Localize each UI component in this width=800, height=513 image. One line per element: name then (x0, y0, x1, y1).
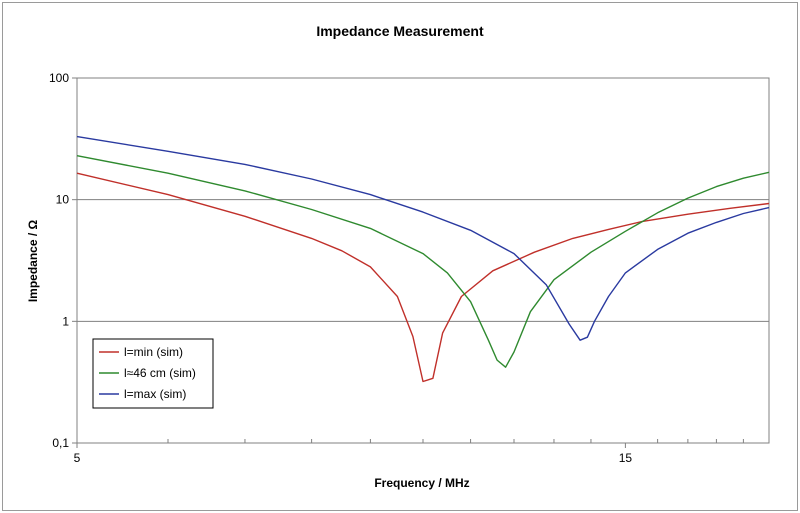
legend-label: l≈46 cm (sim) (124, 366, 196, 380)
x-axis-title: Frequency / MHz (374, 476, 469, 490)
legend: l=min (sim) l≈46 cm (sim) l=max (sim) (92, 338, 214, 409)
chart-title: Impedance Measurement (316, 23, 484, 39)
y-tick-label: 100 (49, 71, 69, 85)
impedance-chart: Impedance Measurement 100 10 1 0,1 5 15 Frequ… (26, 23, 770, 490)
y-tick-label: 0,1 (52, 436, 69, 450)
legend-label: l=max (sim) (124, 387, 186, 401)
x-tick-label: 15 (619, 451, 633, 465)
y-axis-title: Impedance / Ω (26, 219, 40, 302)
legend-label: l=min (sim) (124, 345, 183, 359)
y-tick-label: 10 (56, 193, 70, 207)
y-tick-label: 1 (62, 314, 69, 328)
series-line-1 (76, 172, 770, 383)
series-line-3 (76, 135, 770, 341)
series-line-2 (76, 155, 770, 368)
x-tick-label: 5 (74, 451, 81, 465)
